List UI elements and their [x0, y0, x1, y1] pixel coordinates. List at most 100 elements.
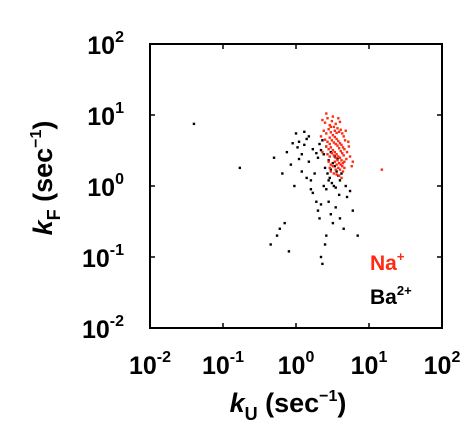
na-data-point — [345, 150, 349, 154]
svg-text:kU (sec−1): kU (sec−1) — [230, 388, 347, 424]
na-data-point — [333, 150, 336, 154]
na-data-point — [331, 133, 335, 137]
na-data-point — [341, 170, 345, 173]
ba-data-point — [327, 159, 330, 162]
na-data-point — [337, 174, 341, 177]
na-data-point — [326, 140, 329, 143]
x-tick-label: 100 — [278, 349, 315, 380]
na-data-point — [347, 145, 351, 148]
ba-data-point — [315, 151, 318, 155]
ba-data-point — [316, 156, 320, 159]
na-data-point — [337, 117, 340, 120]
ba-data-point — [332, 184, 336, 188]
na-data-point — [343, 160, 346, 163]
ba-data-point — [321, 262, 324, 266]
ba-data-point — [325, 234, 328, 237]
ba-data-point — [311, 147, 315, 151]
ba-data-point — [323, 243, 327, 246]
na-data-point — [333, 160, 336, 163]
na-data-point — [334, 122, 337, 126]
ba-data-point — [351, 209, 355, 212]
na-data-point — [341, 165, 344, 168]
ba-data-point — [275, 234, 279, 237]
na-data-point — [328, 142, 331, 146]
na-data-point — [327, 160, 330, 163]
na-data-point — [380, 168, 384, 171]
na-data-point — [319, 135, 323, 138]
x-tick-label: 102 — [424, 349, 461, 380]
ba-data-point — [272, 156, 276, 159]
ba-data-point — [334, 186, 337, 189]
na-data-point — [329, 125, 333, 129]
na-data-point — [338, 168, 342, 171]
na-data-point — [329, 163, 333, 166]
x-tick-label: 10-2 — [129, 349, 171, 380]
na-data-point — [337, 147, 341, 150]
na-data-point — [336, 159, 339, 162]
ba-data-point — [318, 142, 321, 146]
ba-data-point — [329, 213, 333, 216]
na-data-point — [328, 123, 331, 127]
ba-data-point — [316, 209, 320, 212]
na-data-point — [325, 112, 328, 115]
ba-data-point — [319, 255, 323, 259]
na-data-point — [325, 132, 328, 135]
y-tick-label: 100 — [87, 171, 124, 202]
ba-data-point — [327, 200, 330, 203]
ba-data-point — [291, 142, 294, 145]
na-data-point — [336, 127, 339, 130]
ba-data-point — [330, 181, 334, 185]
na-data-point — [342, 154, 345, 157]
na-data-point — [339, 149, 342, 153]
ba-data-point — [331, 221, 335, 225]
na-data-point — [328, 155, 331, 158]
ba-data-point — [293, 184, 296, 188]
na-data-point — [341, 151, 344, 155]
ba-data-point — [300, 170, 303, 173]
legend-entry-na: Na+ — [370, 249, 405, 275]
na-data-point — [337, 161, 341, 165]
na-data-point — [334, 142, 337, 146]
na-data-point — [325, 145, 328, 148]
y-tick-label: 102 — [87, 29, 124, 60]
na-data-point — [341, 146, 345, 149]
ba-data-point — [329, 168, 333, 171]
na-data-point — [335, 131, 338, 135]
na-data-point — [340, 143, 343, 147]
ba-data-point — [307, 160, 311, 163]
na-data-point — [333, 135, 336, 139]
ba-data-point — [309, 188, 313, 191]
ba-data-point — [313, 172, 316, 175]
na-data-point — [340, 176, 343, 180]
x-axis-label: kU (sec−1) — [230, 388, 347, 424]
ba-data-point — [338, 217, 342, 220]
na-data-point — [339, 163, 342, 166]
ba-data-point — [338, 179, 342, 182]
ba-data-point — [311, 191, 315, 195]
na-data-point — [326, 117, 329, 120]
svg-text:kF (sec−1): kF (sec−1) — [28, 121, 64, 236]
ba-data-point — [356, 234, 359, 237]
na-data-point — [331, 165, 335, 168]
na-data-point — [342, 135, 345, 138]
ba-data-point — [344, 184, 347, 188]
na-data-point — [341, 161, 345, 165]
na-data-point — [327, 128, 330, 131]
ba-data-point — [328, 176, 331, 180]
ba-data-point — [309, 179, 313, 182]
ba-data-point — [294, 132, 298, 135]
na-data-point — [345, 157, 348, 161]
axis-ticks: 10-2 10-1 100 101 102 10-2 10-1 100 101 102 — [82, 29, 461, 380]
na-data-point — [329, 146, 333, 149]
na-data-point — [321, 150, 324, 154]
na-data-point — [335, 153, 338, 156]
legend-entry-ba: Ba2+ — [370, 283, 412, 309]
na-data-point — [323, 138, 327, 141]
ba-data-point — [297, 140, 301, 143]
ba-data-point — [318, 217, 321, 220]
ba-data-point — [340, 172, 343, 175]
na-data-point — [330, 151, 334, 155]
na-data-point — [329, 170, 333, 173]
ba-data-point — [303, 143, 306, 147]
